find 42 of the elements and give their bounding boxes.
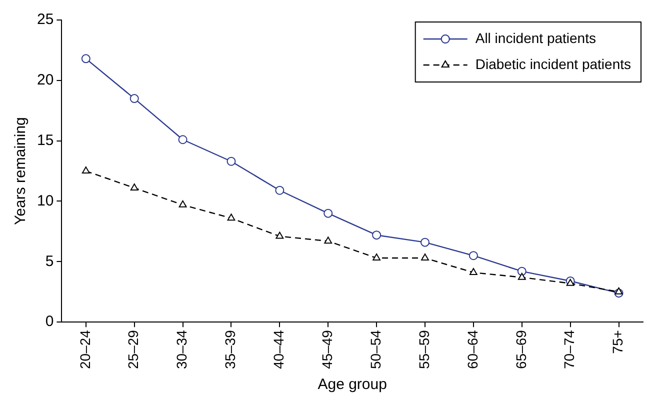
point — [130, 183, 138, 190]
point — [227, 214, 236, 221]
x-tick-label: 65–69 — [512, 330, 529, 370]
y-tick-label: 10 — [36, 192, 54, 210]
x-tick-label: 45–49 — [318, 330, 335, 370]
y-tick-label: 15 — [36, 132, 54, 149]
legend-label: All incident patients — [475, 30, 596, 46]
x-tick-label: 75+ — [610, 330, 626, 354]
point — [324, 208, 333, 218]
y-tick-label: 0 — [45, 313, 54, 330]
point — [372, 230, 382, 240]
legend-label: Diabetic incident patients — [475, 56, 632, 72]
x-tick-label: 30–34 — [174, 330, 190, 370]
point — [324, 236, 332, 244]
y-axis-title: Years remaining — [12, 117, 30, 225]
x-tick-label: 70–74 — [561, 330, 578, 370]
point — [276, 232, 284, 239]
y-tick-label: 5 — [45, 252, 54, 270]
point — [518, 272, 526, 280]
point — [469, 268, 478, 276]
point — [614, 287, 623, 294]
y-tick-label: 20 — [36, 72, 54, 89]
point — [468, 251, 478, 260]
x-tick-label: 40–44 — [270, 330, 287, 370]
point — [372, 254, 381, 261]
x-axis-title: Age group — [318, 376, 387, 394]
x-tick-label: 25–29 — [125, 330, 142, 370]
point — [81, 54, 90, 64]
point — [226, 156, 236, 166]
x-tick-label: 50–54 — [367, 330, 384, 370]
x-tick-label: 20–24 — [76, 330, 93, 370]
point — [82, 166, 90, 174]
x-tick-label: 35–39 — [222, 330, 238, 370]
x-tick-label: 55–59 — [416, 330, 432, 370]
point — [130, 94, 139, 104]
point — [420, 238, 430, 247]
point — [275, 186, 284, 195]
point — [178, 200, 187, 208]
point — [178, 135, 188, 144]
point — [421, 254, 429, 261]
x-tick-label: 60–64 — [464, 330, 480, 370]
y-tick-label: 25 — [36, 11, 54, 28]
